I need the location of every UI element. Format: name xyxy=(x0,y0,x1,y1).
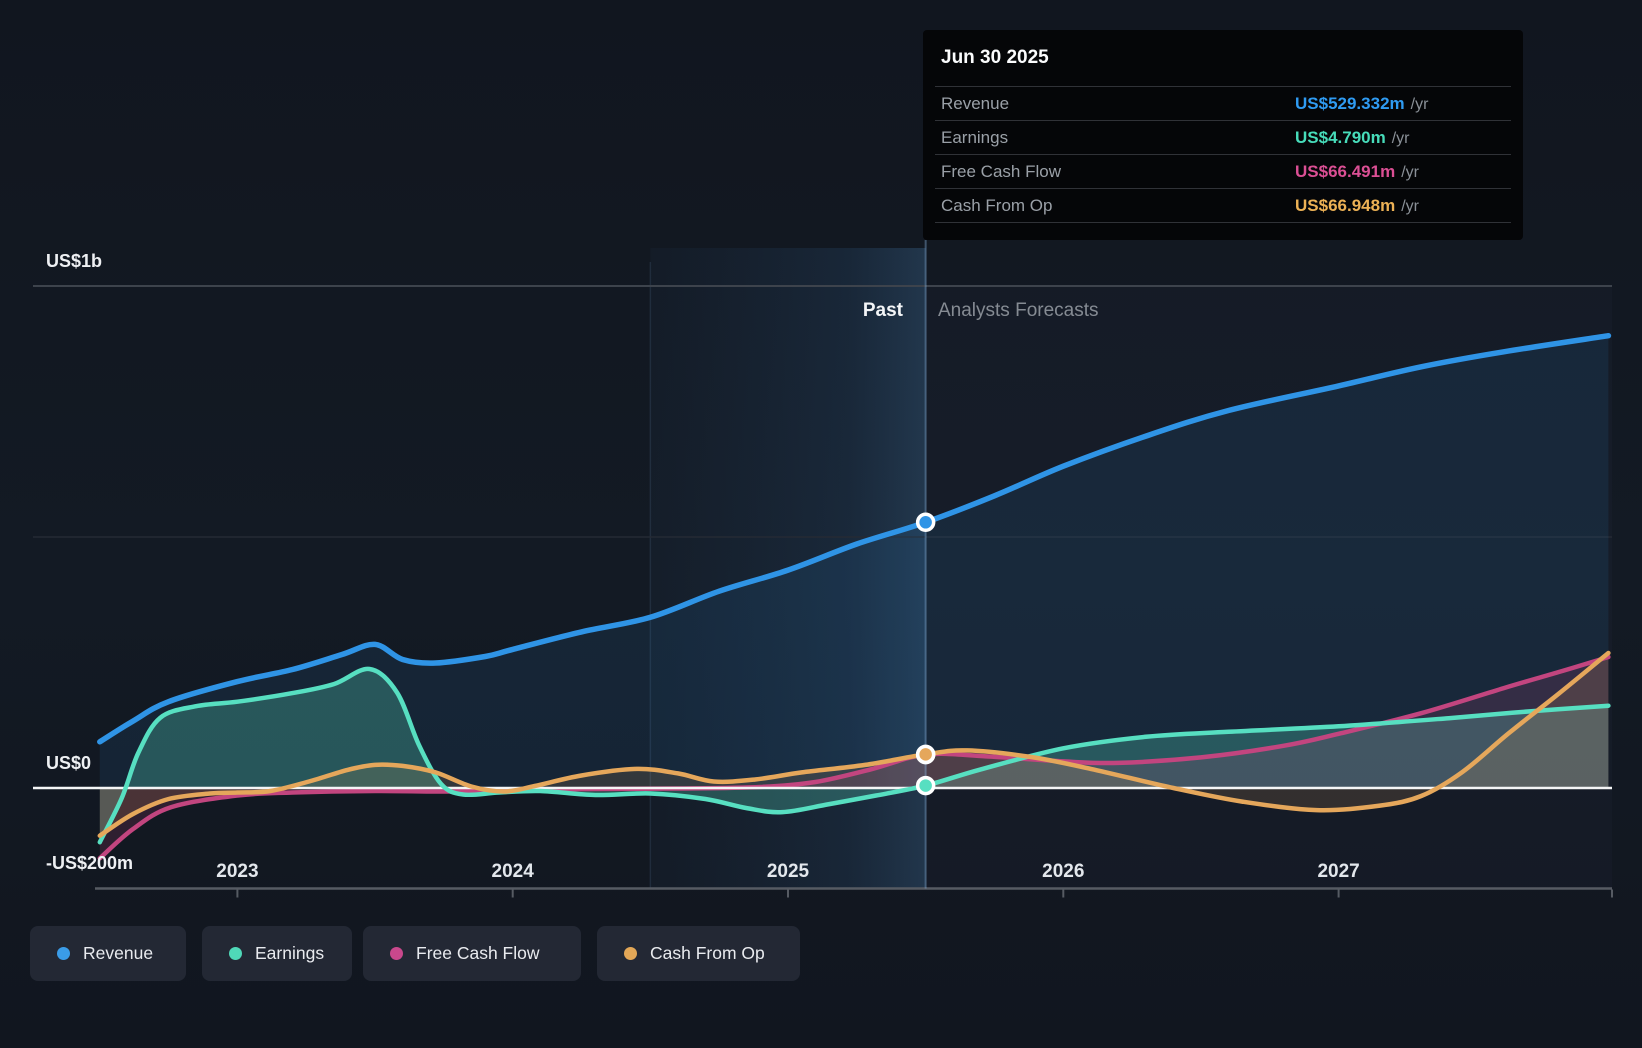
tooltip-date: Jun 30 2025 xyxy=(941,47,1049,68)
tooltip: Jun 30 2025 Revenue US$529.332m/yr Earni… xyxy=(923,30,1523,240)
tooltip-row-cash-from-op: Cash From Op US$66.948m/yr xyxy=(935,188,1511,223)
analysts-forecasts-label: Analysts Forecasts xyxy=(938,300,1099,321)
legend-label: Revenue xyxy=(83,943,154,963)
marker-revenue[interactable] xyxy=(915,512,936,533)
line-earnings[interactable] xyxy=(97,666,1611,845)
legend-label: Cash From Op xyxy=(650,943,765,963)
revenue-value: US$529.332m xyxy=(1295,93,1405,113)
area-earnings xyxy=(99,668,1609,843)
tooltip-row-free-cash-flow: Free Cash Flow US$66.491m/yr xyxy=(935,154,1511,188)
marker-earnings[interactable] xyxy=(915,775,936,796)
free-cash-flow-legend-dot-icon xyxy=(390,947,403,960)
legend-item-earnings[interactable]: Earnings xyxy=(202,926,352,981)
area-cash-from-op xyxy=(99,653,1609,836)
y-axis-label: US$0 xyxy=(46,753,92,773)
legend-item-revenue[interactable]: Revenue xyxy=(30,926,186,981)
line-revenue[interactable] xyxy=(97,332,1612,745)
legend-item-free-cash-flow[interactable]: Free Cash Flow xyxy=(363,926,581,981)
y-axis-label: -US$200m xyxy=(46,853,134,874)
legend-item-cash-from-op[interactable]: Cash From Op xyxy=(597,926,800,981)
tooltip-row-earnings: Earnings US$4.790m/yr xyxy=(935,120,1511,154)
line-cash-from-op[interactable] xyxy=(97,650,1611,838)
area-revenue xyxy=(99,335,1609,788)
legend-label: Free Cash Flow xyxy=(416,943,540,963)
x-axis-label: 2027 xyxy=(1317,861,1360,882)
area-free-cash-flow xyxy=(99,657,1609,859)
marker-cash-from-op[interactable] xyxy=(915,744,936,765)
x-axis-label: 2026 xyxy=(1042,861,1085,882)
revenue-unit: /yr xyxy=(1410,95,1429,113)
past-label: Past xyxy=(862,300,903,321)
free-cash-flow-unit: /yr xyxy=(1401,163,1419,181)
earnings-value: US$4.790m xyxy=(1295,127,1386,147)
cash-from-op-unit: /yr xyxy=(1401,197,1419,215)
earnings-legend-dot-icon xyxy=(229,947,242,960)
line-free-cash-flow[interactable] xyxy=(97,654,1611,861)
revenue-legend-dot-icon xyxy=(57,947,70,960)
cash-from-op-legend-dot-icon xyxy=(624,947,637,960)
tooltip-row-revenue: Revenue US$529.332m/yr xyxy=(935,86,1511,120)
legend-label: Earnings xyxy=(255,943,325,963)
cash-from-op-value: US$66.948m xyxy=(1295,195,1396,215)
y-axis-label: US$1b xyxy=(46,251,103,271)
earnings-unit: /yr xyxy=(1391,129,1410,147)
x-axis-label: 2023 xyxy=(216,861,259,882)
free-cash-flow-value: US$66.491m xyxy=(1295,161,1396,181)
x-axis-label: 2024 xyxy=(491,861,534,882)
x-axis-label: 2025 xyxy=(766,861,810,882)
